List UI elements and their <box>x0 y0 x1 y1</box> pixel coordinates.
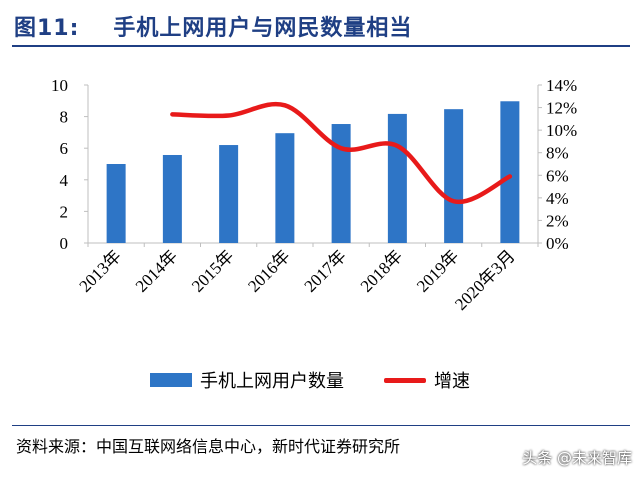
right-tick-label: 10% <box>546 121 577 140</box>
figure-title: 图11: 手机上网用户与网民数量相当 <box>14 10 412 42</box>
left-tick-label: 0 <box>60 234 69 253</box>
x-tick-label: 2016年 <box>244 246 293 295</box>
x-tick-label: 2019年 <box>413 246 462 295</box>
left-tick-label: 4 <box>60 171 69 190</box>
source-divider <box>12 425 630 426</box>
left-tick-label: 8 <box>60 108 69 127</box>
left-tick-label: 6 <box>60 139 69 158</box>
x-tick-label: 2020年3月 <box>451 246 519 314</box>
legend-line-label: 增速 <box>434 371 470 392</box>
legend: 手机上网用户数量 增速 <box>150 368 470 392</box>
x-tick-label: 2014年 <box>132 246 181 295</box>
bar <box>162 154 182 243</box>
watermark: 头条 @未来智库 <box>522 449 632 467</box>
left-tick-label: 10 <box>51 76 68 95</box>
bar <box>500 101 520 243</box>
figure-header: 图11: 手机上网用户与网民数量相当 <box>0 0 640 50</box>
bar <box>387 113 407 243</box>
legend-bar-label: 手机上网用户数量 <box>200 371 344 392</box>
x-tick-label: 2015年 <box>188 246 237 295</box>
x-tick-label: 2018年 <box>357 246 406 295</box>
bar <box>219 145 239 243</box>
x-tick-labels: 2013年 2014年 2015年 2016年 2017年 2018年 2019年2020年… <box>75 246 518 314</box>
bar-series <box>106 101 520 243</box>
right-tick-label: 4% <box>546 189 569 208</box>
right-tick-label: 12% <box>546 99 577 118</box>
left-tick-label: 2 <box>60 202 69 221</box>
bar <box>275 133 295 243</box>
figure-title-text: 手机上网用户与网民数量相当 <box>113 16 413 41</box>
legend-line-swatch <box>384 377 426 383</box>
bar <box>106 164 126 243</box>
right-tick-label: 6% <box>546 166 569 185</box>
x-tick-label: 2013年 <box>75 246 124 295</box>
bar <box>331 124 351 243</box>
figure-number: 图11: <box>14 16 80 41</box>
right-tick-label: 0% <box>546 234 569 253</box>
x-tick-label: 2017年 <box>300 246 349 295</box>
legend-bar-swatch <box>150 373 192 387</box>
line-series <box>170 101 513 205</box>
source-note: 资料来源：中国互联网络信息中心，新时代证券研究所 <box>16 437 401 456</box>
right-tick-label: 8% <box>546 144 569 163</box>
chart-axes: 0 2 4 6 8 10 0% 2% 4% 6% 8% 10% 12% 14% <box>51 76 577 253</box>
right-tick-label: 14% <box>546 76 577 95</box>
title-divider <box>12 45 630 47</box>
right-tick-label: 2% <box>546 211 569 230</box>
bar <box>444 109 464 243</box>
